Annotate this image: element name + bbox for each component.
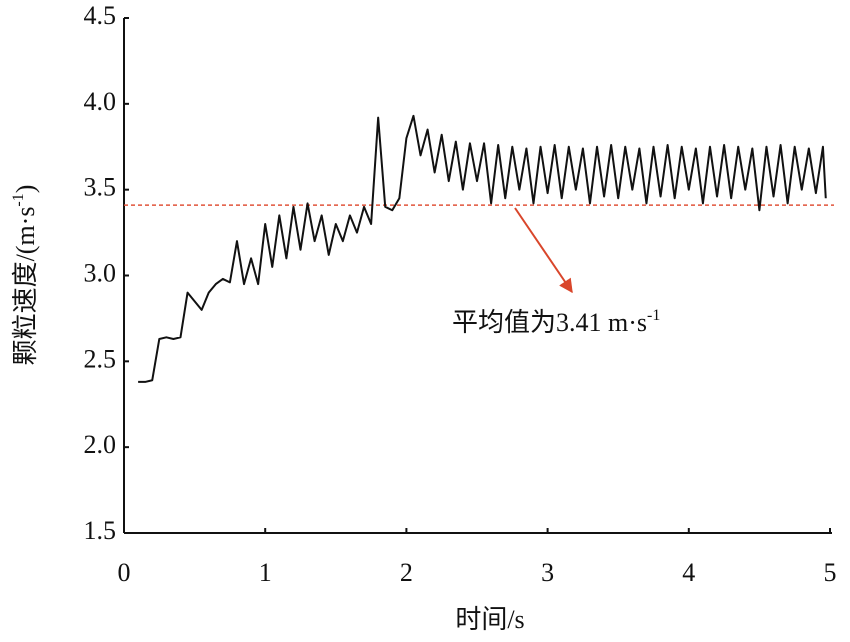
x-tick-label: 2 xyxy=(400,558,413,587)
y-tick-label: 3.0 xyxy=(84,258,117,287)
y-tick-label: 4.5 xyxy=(84,1,117,30)
y-tick-label: 2.5 xyxy=(84,344,117,373)
data-line xyxy=(138,114,827,383)
y-tick-label: 2.0 xyxy=(84,430,117,459)
x-tick-label: 5 xyxy=(824,558,837,587)
annotation-arrow xyxy=(514,207,573,294)
y-tick-label: 4.0 xyxy=(84,87,117,116)
y-label-text: 颗粒速度/(m·s xyxy=(11,207,40,366)
y-tick-label: 3.5 xyxy=(84,173,117,202)
y-axis-label: 颗粒速度/(m·s-1) xyxy=(10,185,40,366)
y-tick-label: 1.5 xyxy=(84,516,117,545)
annotation-text: 平均值为3.41 m·s xyxy=(452,308,647,337)
annotation: 平均值为3.41 m·s-1 xyxy=(452,307,660,337)
x-tick-label: 1 xyxy=(259,558,272,587)
x-axis-label: 时间/s xyxy=(455,605,524,634)
x-tick-label: 3 xyxy=(541,558,554,587)
x-tick-label: 4 xyxy=(682,558,695,587)
annotation-sup: -1 xyxy=(647,307,660,324)
y-label-end: ) xyxy=(11,185,40,194)
y-label-sup: -1 xyxy=(10,193,27,206)
x-tick-label: 0 xyxy=(118,558,131,587)
